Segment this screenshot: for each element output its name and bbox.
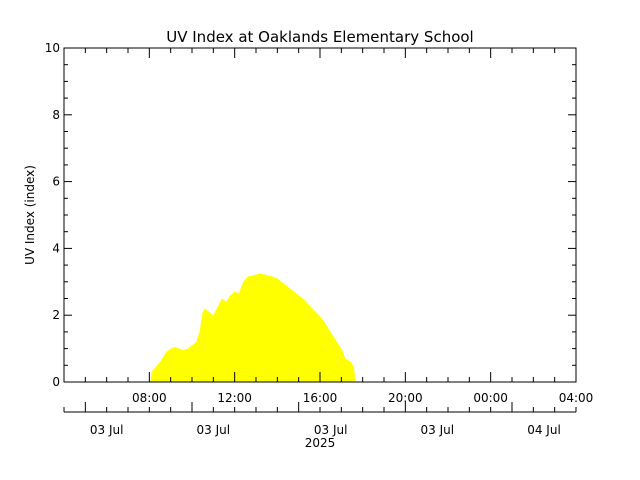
uv-area-series: [150, 273, 356, 382]
y-axis-label: UV Index (index): [23, 165, 37, 265]
x-time-tick-label: 16:00: [303, 391, 338, 405]
x-date-tick-label: 03 Jul: [90, 423, 124, 437]
x-time-tick-label: 00:00: [473, 391, 508, 405]
x-date-tick-label: 03 Jul: [314, 423, 348, 437]
x-date-tick-label: 03 Jul: [421, 423, 455, 437]
y-axis: 0 2 4 6 8 10: [45, 41, 576, 389]
y-tick-label: 8: [52, 108, 60, 122]
x-date-tick-label: 04 Jul: [527, 423, 561, 437]
x-time-tick-label: 08:00: [132, 391, 167, 405]
x-time-tick-label: 12:00: [217, 391, 252, 405]
y-tick-label: 0: [52, 375, 60, 389]
x-axis-time: 08:00 12:00 16:00 20:00 00:00 04:00: [63, 48, 594, 405]
y-tick-label: 10: [45, 41, 60, 55]
y-tick-label: 4: [52, 241, 60, 255]
uv-area-fill: [150, 273, 356, 382]
x-date-tick-label: 03 Jul: [197, 423, 231, 437]
x-axis-date: 03 Jul 03 Jul 03 Jul 03 Jul 04 Jul: [63, 402, 577, 437]
y-tick-label: 2: [52, 308, 60, 322]
x-time-tick-label: 04:00: [559, 391, 594, 405]
x-time-tick-label: 20:00: [388, 391, 423, 405]
year-label: 2025: [305, 436, 336, 450]
chart-title: UV Index at Oaklands Elementary School: [166, 28, 473, 46]
y-tick-label: 6: [52, 175, 60, 189]
